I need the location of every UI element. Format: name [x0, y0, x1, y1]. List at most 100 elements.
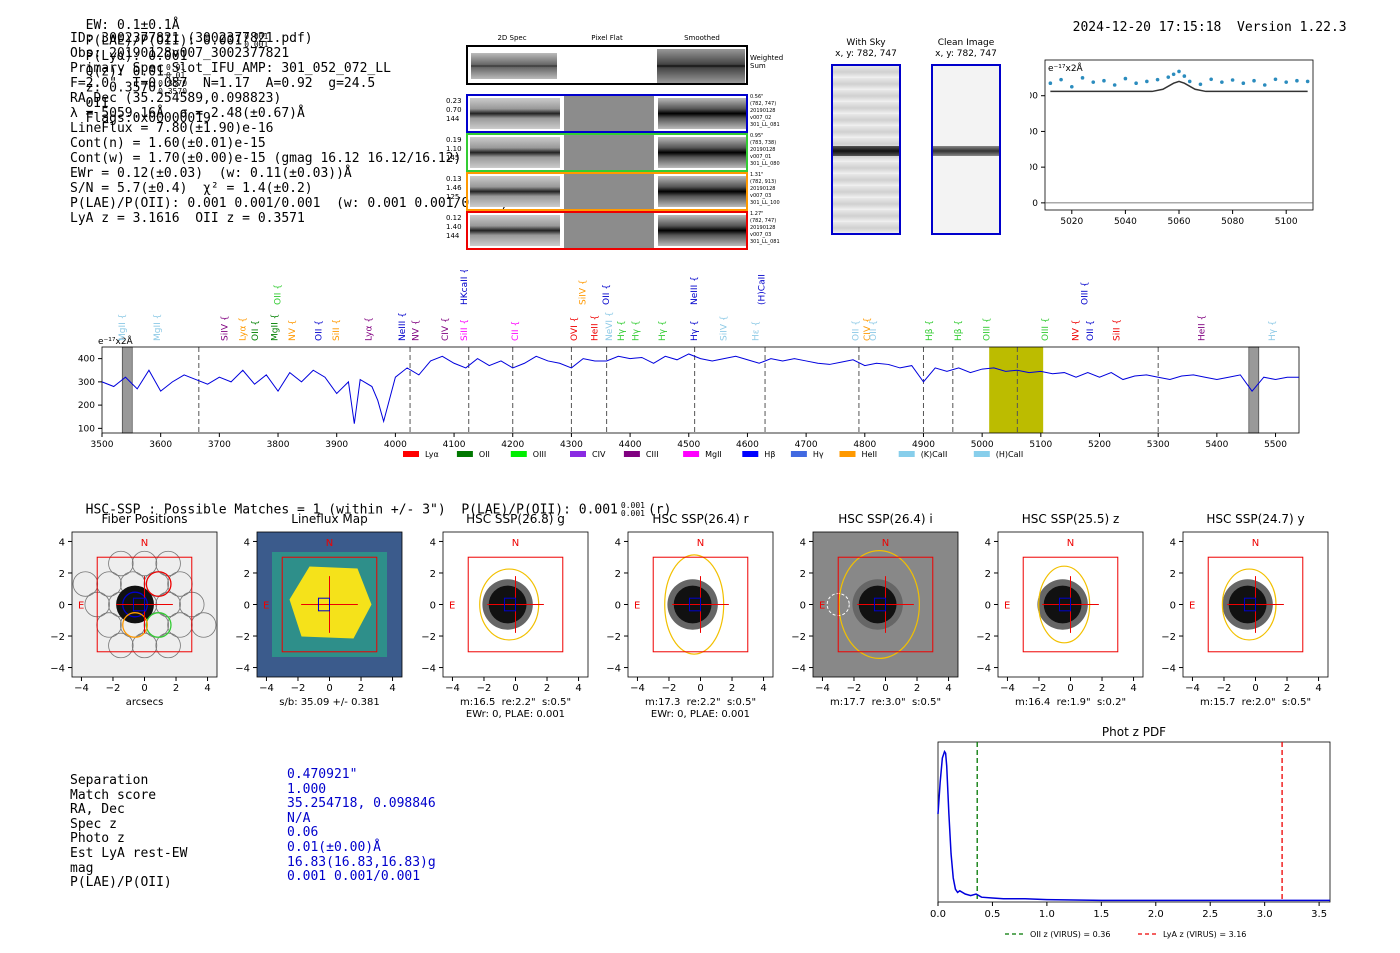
info-line: LineFlux = 7.80(±1.90)e-16: [70, 121, 274, 136]
x-tick-label: 0: [1252, 683, 1258, 694]
hsc-panel-title: HSC SSP(26.4) r: [652, 512, 749, 526]
emission-line-label: CIV {: [863, 317, 873, 341]
x-tick-label: 0: [326, 683, 332, 694]
emission-line-label: CII {: [511, 321, 521, 341]
x-tick-label: 4600: [736, 440, 759, 450]
row-info: (782, 747): [750, 218, 777, 224]
with-sky-label: With Sky: [846, 38, 886, 48]
caption-line: m:17.3 re:2.2" s:0.5": [644, 697, 757, 708]
hsc-panel-title: Fiber Positions: [101, 512, 188, 526]
emission-line-label: OIII {: [982, 317, 992, 341]
y-tick-label: 300: [78, 378, 95, 388]
emission-line-label: Lyα {: [238, 317, 248, 341]
legend-label-oii: OII z (VIRUS) = 0.36: [1030, 930, 1110, 939]
x-tick-label: 2: [358, 683, 364, 694]
x-tick-label: 1.0: [1039, 909, 1055, 920]
search-box: [96, 556, 193, 653]
data-point: [1080, 76, 1085, 80]
row-smoothed: [658, 98, 746, 129]
x-tick-label: −2: [291, 683, 306, 694]
x-tick-label: −4: [259, 683, 274, 694]
match-key: Separation: [70, 773, 149, 788]
data-point: [1209, 77, 1213, 82]
legend-swatch: [839, 451, 856, 457]
hsc-title: HSC-SSP : Possible Matches = 1 (within +…: [85, 502, 446, 518]
data-point: [1295, 78, 1299, 83]
row-info: (783, 738): [750, 140, 777, 146]
header-plae-sup: 0.001: [244, 32, 269, 41]
weighted-2d-strip: [471, 53, 557, 79]
east-label: E: [819, 601, 825, 612]
row-stat: 144: [446, 232, 460, 240]
emission-line-label: NV {: [411, 320, 421, 341]
x-tick-label: 5060: [1168, 217, 1191, 227]
emission-line-label: OII {: [869, 320, 879, 341]
with-sky-xy: x, y: 782, 747: [835, 49, 897, 59]
row-stat: 0.12: [446, 214, 462, 222]
emission-line-label: Hβ {: [954, 320, 964, 341]
flux-core: [289, 566, 372, 639]
row-stat: 0.23: [446, 97, 462, 105]
caption-line: arcsecs: [125, 697, 164, 708]
emission-line-label-upper: OIII {: [1080, 281, 1090, 305]
hsc-panel-caption: m:15.7 re:2.0" s:0.5": [1163, 697, 1348, 709]
row-info: 0.95": [750, 133, 764, 139]
hsc-panel-image: N E −4 −2 0 2 4 4 2 0 −2 −4: [235, 531, 403, 694]
emission-line-label: Hγ {: [1268, 320, 1278, 341]
match-value: 1.000: [287, 781, 327, 797]
data-point: [1262, 83, 1267, 87]
hsc-panel-title: HSC SSP(24.7) y: [1206, 512, 1305, 526]
north-label: N: [141, 538, 148, 549]
hsc-panel-image: N E −4 −2 0 2 4 4 2 0 −2 −4: [1161, 531, 1329, 694]
row-frame: [466, 133, 748, 172]
row-info: v007_01: [750, 154, 772, 160]
emission-line-label: NV {: [1072, 320, 1082, 341]
x-tick-label: −4: [445, 683, 460, 694]
data-point: [1187, 79, 1192, 84]
hsc-panel: HSC SSP(26.4) i N E −4 −2 0 2 4 4 2 0 −2 −4 m:17.7 re…: [783, 512, 968, 727]
legend-swatch: [973, 451, 990, 457]
emission-line-label: OVI {: [570, 317, 580, 341]
info-line: P(LAE)/P(OII): 0.001 0.001/0.001 (w: 0.0…: [70, 196, 509, 211]
x-tick-label: 4900: [912, 440, 935, 450]
x-tick-label: −2: [477, 683, 492, 694]
x-tick-label: 4: [389, 683, 395, 694]
hsc-panel-caption: m:17.3 re:2.2" s:0.5" EWr: 0, PLAE: 0.001: [608, 697, 793, 721]
east-label: E: [1004, 601, 1010, 612]
row-info: 20190128: [750, 186, 776, 192]
y-tick-label: −4: [1161, 664, 1176, 675]
x-tick-label: 5400: [1205, 440, 1228, 450]
hsc-panel-title: HSC SSP(26.8) g: [466, 512, 565, 526]
y-tick-label: 100: [1030, 163, 1038, 173]
x-tick-label: 3700: [208, 440, 231, 450]
info-line: EWr = 0.12(±0.03) (w: 0.11(±0.03))Å: [70, 166, 352, 181]
caption-line: m:15.7 re:2.0" s:0.5": [1199, 697, 1312, 708]
emission-line-label: NeIII {: [398, 312, 408, 341]
y-tick-label: 4: [430, 537, 436, 548]
row-info: 0.56": [750, 94, 764, 100]
x-tick-label: 4400: [619, 440, 642, 450]
hsc-plae: P(LAE)/P(OII): 0.001: [461, 502, 618, 518]
y-tick-label: 0: [615, 601, 621, 612]
row-frame: [466, 172, 748, 211]
spectrum-unit-label: e⁻¹⁷x2Å: [98, 335, 134, 347]
spectrum-line: [101, 353, 1299, 424]
info-line: ID: 3002377821 (3002377821.pdf): [70, 31, 313, 46]
row-pixel-flat: [564, 174, 654, 209]
fiber-circle: [131, 550, 158, 577]
x-tick-label: 5000: [971, 440, 994, 450]
match-key: mag: [70, 860, 94, 876]
data-point: [1198, 82, 1203, 87]
emission-line-label: MgII {: [153, 314, 163, 341]
row-2d-spec: [470, 137, 560, 168]
hsc-panel-image: N E −4 −2 0 2 4 4 2 0 −2 −4: [606, 531, 774, 694]
hsc-panel-image: N E −4 −2 0 2 4 4 2 0 −2 −4: [421, 531, 589, 694]
y-tick-label: 0: [1032, 199, 1038, 209]
x-tick-label: 3.5: [1311, 909, 1327, 920]
hsc-panel: HSC SSP(26.4) r N E −4 −2 0 2 4 4 2 0 −2 −4 m:17.3 re…: [598, 512, 783, 727]
search-box: [1207, 556, 1304, 653]
y-tick-label: 0: [800, 601, 806, 612]
source-marker: [317, 597, 331, 612]
detection-region: [989, 347, 1044, 433]
emission-line-label: MgII {: [118, 314, 128, 341]
